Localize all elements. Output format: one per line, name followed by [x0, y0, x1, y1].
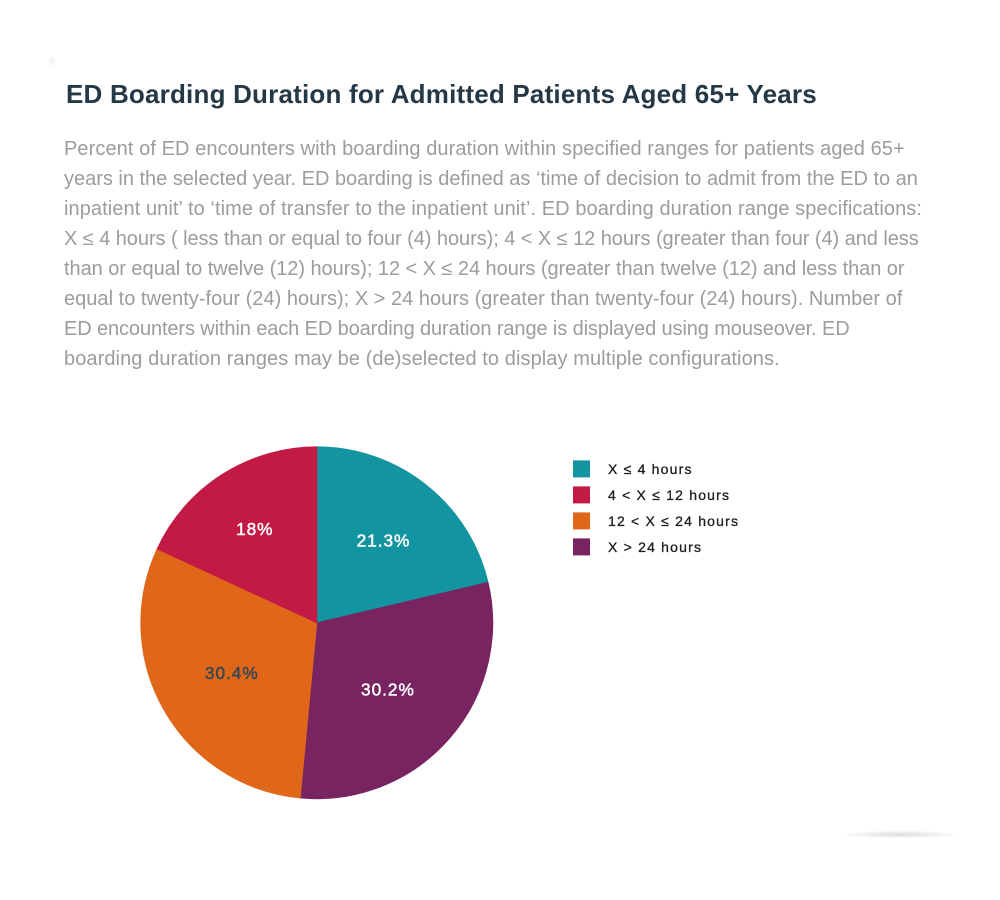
svg-text:21.3%: 21.3% [357, 530, 411, 550]
svg-text:X ≤ 4 hours: X ≤ 4 hours [608, 461, 693, 477]
svg-text:18%: 18% [236, 519, 273, 539]
svg-text:30.2%: 30.2% [361, 679, 415, 699]
svg-text:X > 24 hours: X > 24 hours [608, 539, 702, 555]
svg-text:4 < X ≤ 12 hours: 4 < X ≤ 12 hours [608, 487, 730, 503]
svg-text:30.4%: 30.4% [205, 663, 259, 683]
svg-text:12 < X ≤ 24 hours: 12 < X ≤ 24 hours [608, 513, 739, 529]
